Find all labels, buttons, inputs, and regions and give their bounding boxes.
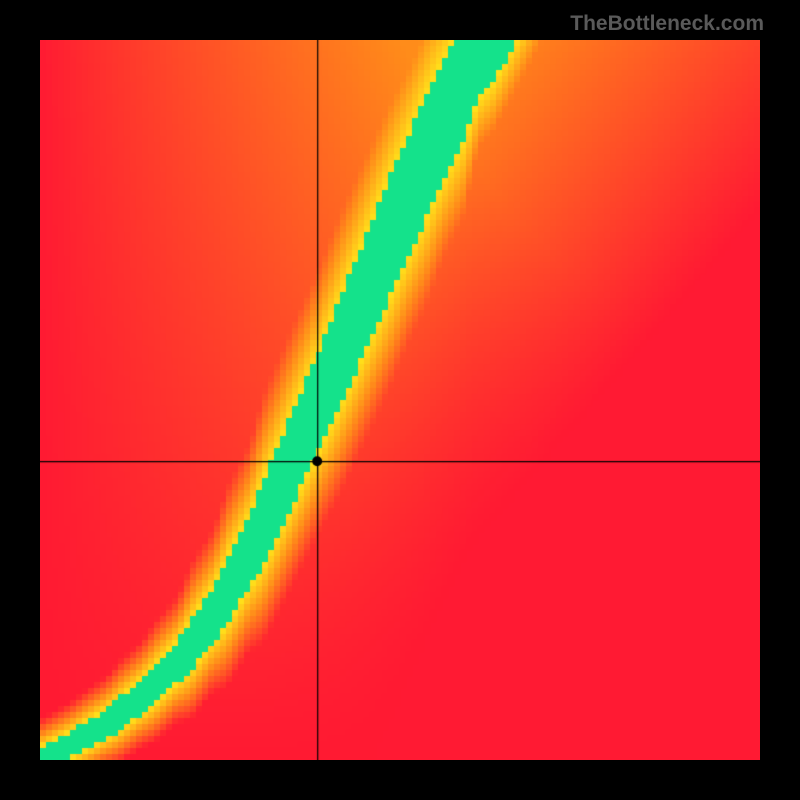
watermark-text: TheBottleneck.com: [570, 12, 764, 36]
plot-area: [40, 40, 760, 760]
heatmap-canvas: [40, 40, 760, 760]
